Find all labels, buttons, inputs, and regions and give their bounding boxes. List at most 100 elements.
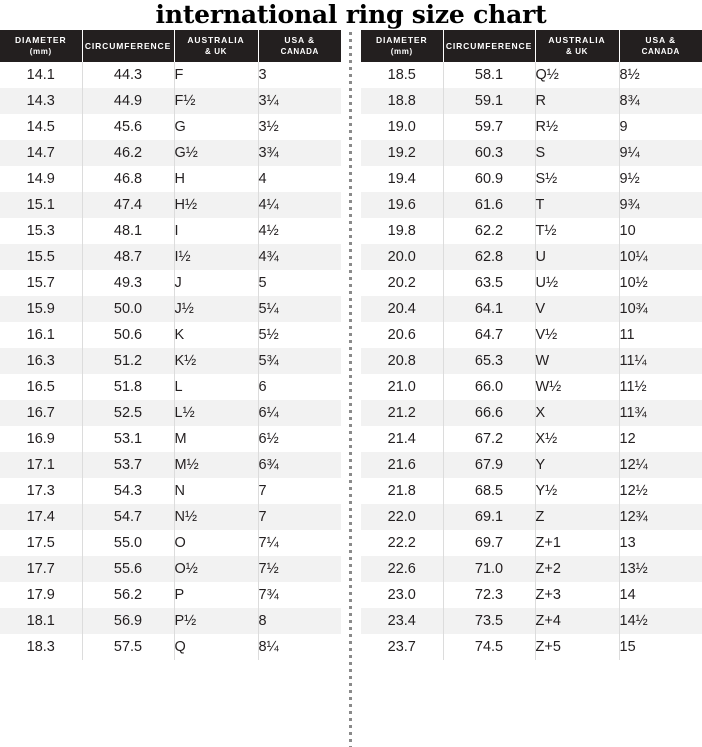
cell-usa-canada: 3¼ — [258, 93, 279, 109]
cell-usa-canada: 6¾ — [258, 457, 279, 473]
cell-usa-canada: 4¼ — [258, 197, 279, 213]
cell-australia-uk: F½ — [174, 88, 259, 114]
cell-circumference: 48.1 — [82, 218, 175, 244]
cell-circumference: 61.6 — [443, 192, 536, 218]
cell-diameter: 16.9 — [0, 426, 83, 452]
column-header-australia-uk-line1: AUSTRALIA — [187, 35, 245, 45]
cell-diameter: 17.1 — [0, 452, 83, 478]
cell-usa-canada: 3¾ — [258, 145, 279, 161]
cell-diameter: 16.3 — [0, 348, 83, 374]
cell-circumference: 73.5 — [443, 608, 536, 634]
cell-circumference: 74.5 — [443, 634, 536, 660]
cell-usa-canada: 7½ — [258, 561, 279, 577]
right-table-wrapper: DIAMETER (mm) CIRCUMFERENCE AUSTRALIA & … — [361, 30, 702, 660]
cell-usa-canada: 6¼ — [258, 405, 279, 421]
table-row: 16.9 53.1 M 6½ — [0, 426, 341, 452]
page-title: international ring size chart — [155, 0, 547, 29]
cell-usa-canada: 3 — [258, 67, 267, 83]
table-row: 15.1 47.4 H½ 4¼ — [0, 192, 341, 218]
table-body-left: 14.1 44.3 F 3 14.3 44.9 F½ 3¼ 14.5 45.6 G 3½ 14.7 46.… — [0, 62, 341, 660]
cell-usa-canada: 10¼ — [619, 249, 648, 265]
ring-size-table-right: DIAMETER (mm) CIRCUMFERENCE AUSTRALIA & … — [361, 30, 702, 660]
column-header-diameter: DIAMETER (mm) — [361, 30, 444, 62]
table-row: 21.8 68.5 Y½ 12½ — [361, 478, 702, 504]
cell-usa-canada: 6½ — [258, 431, 279, 447]
cell-diameter: 19.8 — [361, 218, 444, 244]
vertical-dotted-divider-icon — [349, 32, 352, 747]
cell-usa-canada: 9¼ — [619, 145, 640, 161]
cell-circumference: 67.9 — [443, 452, 536, 478]
column-header-australia-uk-line2: & UK — [205, 47, 227, 56]
cell-diameter: 20.6 — [361, 322, 444, 348]
cell-usa-canada: 14½ — [619, 613, 648, 629]
cell-australia-uk: Z+1 — [535, 530, 620, 556]
cell-diameter: 17.7 — [0, 556, 83, 582]
cell-australia-uk: O — [174, 530, 259, 556]
table-row: 17.4 54.7 N½ 7 — [0, 504, 341, 530]
column-header-diameter-line2: (mm) — [29, 47, 52, 56]
cell-australia-uk: V½ — [535, 322, 620, 348]
cell-usa-canada: 12¾ — [619, 509, 648, 525]
cell-usa-canada: 13½ — [619, 561, 648, 577]
cell-australia-uk: Q — [174, 634, 259, 660]
table-row: 18.8 59.1 R 8¾ — [361, 88, 702, 114]
cell-circumference: 63.5 — [443, 270, 536, 296]
cell-circumference: 52.5 — [82, 400, 175, 426]
table-row: 19.8 62.2 T½ 10 — [361, 218, 702, 244]
cell-australia-uk: Z+5 — [535, 634, 620, 660]
table-row: 22.0 69.1 Z 12¾ — [361, 504, 702, 530]
cell-usa-canada: 5¾ — [258, 353, 279, 369]
cell-diameter: 22.6 — [361, 556, 444, 582]
column-header-usa-canada-line2: CANADA — [641, 47, 680, 56]
cell-usa-canada: 9½ — [619, 171, 640, 187]
cell-circumference: 49.3 — [82, 270, 175, 296]
cell-diameter: 21.6 — [361, 452, 444, 478]
cell-circumference: 64.7 — [443, 322, 536, 348]
cell-usa-canada: 8¼ — [258, 639, 279, 655]
cell-circumference: 60.9 — [443, 166, 536, 192]
cell-circumference: 45.6 — [82, 114, 175, 140]
cell-circumference: 47.4 — [82, 192, 175, 218]
cell-usa-canada: 9 — [619, 119, 628, 135]
cell-circumference: 66.0 — [443, 374, 536, 400]
cell-diameter: 14.3 — [0, 88, 83, 114]
cell-circumference: 62.2 — [443, 218, 536, 244]
cell-diameter: 16.5 — [0, 374, 83, 400]
cell-usa-canada: 12 — [619, 431, 636, 447]
cell-australia-uk: S — [535, 140, 620, 166]
table-row: 19.6 61.6 T 9¾ — [361, 192, 702, 218]
table-row: 19.0 59.7 R½ 9 — [361, 114, 702, 140]
cell-australia-uk: L — [174, 374, 259, 400]
cell-circumference: 71.0 — [443, 556, 536, 582]
cell-circumference: 55.6 — [82, 556, 175, 582]
cell-diameter: 15.7 — [0, 270, 83, 296]
cell-diameter: 17.5 — [0, 530, 83, 556]
table-row: 14.3 44.9 F½ 3¼ — [0, 88, 341, 114]
cell-usa-canada: 15 — [619, 639, 636, 655]
table-row: 16.3 51.2 K½ 5¾ — [0, 348, 341, 374]
cell-usa-canada: 8½ — [619, 67, 640, 83]
cell-diameter: 18.5 — [361, 62, 444, 88]
table-row: 17.5 55.0 O 7¼ — [0, 530, 341, 556]
column-header-australia-uk-line1: AUSTRALIA — [548, 35, 606, 45]
ring-size-table-left: DIAMETER (mm) CIRCUMFERENCE AUSTRALIA & … — [0, 30, 341, 660]
cell-australia-uk: Z+3 — [535, 582, 620, 608]
cell-circumference: 69.1 — [443, 504, 536, 530]
cell-diameter: 17.9 — [0, 582, 83, 608]
column-header-diameter-line1: DIAMETER — [375, 35, 428, 45]
cell-diameter: 21.0 — [361, 374, 444, 400]
column-header-circumference-line1: CIRCUMFERENCE — [84, 41, 172, 51]
cell-australia-uk: W — [535, 348, 620, 374]
cell-circumference: 44.9 — [82, 88, 175, 114]
column-header-usa-canada: USA & CANADA — [619, 30, 702, 62]
cell-circumference: 72.3 — [443, 582, 536, 608]
table-row: 21.6 67.9 Y 12¼ — [361, 452, 702, 478]
cell-circumference: 53.7 — [82, 452, 175, 478]
cell-diameter: 14.5 — [0, 114, 83, 140]
cell-usa-canada: 10¾ — [619, 301, 648, 317]
cell-usa-canada: 10½ — [619, 275, 648, 291]
cell-circumference: 50.6 — [82, 322, 175, 348]
cell-diameter: 23.4 — [361, 608, 444, 634]
cell-circumference: 59.7 — [443, 114, 536, 140]
